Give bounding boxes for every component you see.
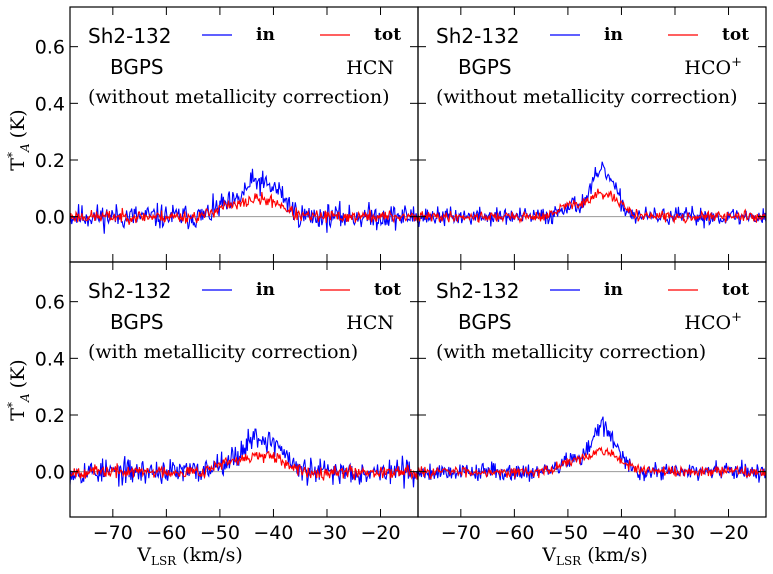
legend-label-tot: tot xyxy=(722,280,749,300)
x-tick-label: −30 xyxy=(655,522,695,544)
x-tick-label: −70 xyxy=(93,522,133,544)
y-axis-label-top: T*A(K) xyxy=(5,109,32,170)
x-tick-label: −60 xyxy=(494,522,534,544)
x-tick-label: −40 xyxy=(601,522,641,544)
survey-label: BGPS xyxy=(110,55,164,79)
molecule-label: HCN xyxy=(346,57,394,79)
panel-top-right: Sh2-132 BGPS HCO+ (without metallicity corr… xyxy=(417,6,767,263)
y-tick-label: 0.2 xyxy=(35,405,65,427)
x-axis-label-right: VLSR (km/s) xyxy=(541,544,647,568)
legend-label-tot: tot xyxy=(374,25,401,45)
legend-label-tot: tot xyxy=(374,280,401,300)
molecule-label: HCO+ xyxy=(684,55,742,79)
y-tick-label: 0.0 xyxy=(35,207,65,229)
spectrum-line-tot xyxy=(418,188,766,224)
correction-note: (without metallicity correction) xyxy=(88,86,390,108)
survey-label: BGPS xyxy=(458,310,512,334)
x-tick-label: −20 xyxy=(360,522,400,544)
spectrum-line-tot xyxy=(418,446,766,480)
spectrum-line-tot xyxy=(70,450,418,481)
correction-note: (with metallicity correction) xyxy=(88,341,358,363)
x-tick-label: −60 xyxy=(146,522,186,544)
panel-frame xyxy=(417,261,767,518)
y-tick-label: 0.6 xyxy=(35,37,65,59)
survey-label: BGPS xyxy=(110,310,164,334)
panels-group: 0.0 0.2 0.4 0.6 Sh2-132 BGPS HCN (without metal… xyxy=(35,6,767,544)
source-label: Sh2-132 xyxy=(436,24,520,48)
spectrum-line-tot xyxy=(70,191,418,225)
y-axis-label-bottom: T*A(K) xyxy=(5,359,32,420)
x-tick-label: −50 xyxy=(200,522,240,544)
y-tick-label: 0.4 xyxy=(35,348,65,370)
x-tick-label: −40 xyxy=(253,522,293,544)
survey-label: BGPS xyxy=(458,55,512,79)
correction-note: (without metallicity correction) xyxy=(436,86,738,108)
source-label: Sh2-132 xyxy=(436,279,520,303)
x-tick-label: −30 xyxy=(307,522,347,544)
legend-label-tot: tot xyxy=(722,25,749,45)
legend-label-in: in xyxy=(256,280,275,300)
x-tick-label: −20 xyxy=(708,522,748,544)
x-tick-label: −50 xyxy=(548,522,588,544)
x-axis-label-left: VLSR (km/s) xyxy=(136,544,242,568)
y-tick-label: 0.2 xyxy=(35,150,65,172)
legend-label-in: in xyxy=(604,25,623,45)
correction-note: (with metallicity correction) xyxy=(436,341,706,363)
spectrum-line-in xyxy=(70,428,418,489)
molecule-label: HCN xyxy=(346,312,394,334)
source-label: Sh2-132 xyxy=(88,279,172,303)
y-tick-label: 0.4 xyxy=(35,93,65,115)
y-tick-label: 0.6 xyxy=(35,292,65,314)
panel-top-left: 0.0 0.2 0.4 0.6 Sh2-132 BGPS HCN (without metal… xyxy=(35,6,419,263)
panel-bottom-right: −70 −60 −50 −40 −30 −20 Sh2-132 BGPS HCO+ (with m… xyxy=(417,261,767,544)
x-tick-label: −70 xyxy=(441,522,481,544)
source-label: Sh2-132 xyxy=(88,24,172,48)
legend-label-in: in xyxy=(604,280,623,300)
panel-bottom-left: −70 −60 −50 −40 −30 −20 0.0 0.2 0.4 0.6 Sh2-132 BGP… xyxy=(35,261,419,544)
legend-label-in: in xyxy=(256,25,275,45)
molecule-label: HCO+ xyxy=(684,310,742,334)
y-tick-label: 0.0 xyxy=(35,462,65,484)
